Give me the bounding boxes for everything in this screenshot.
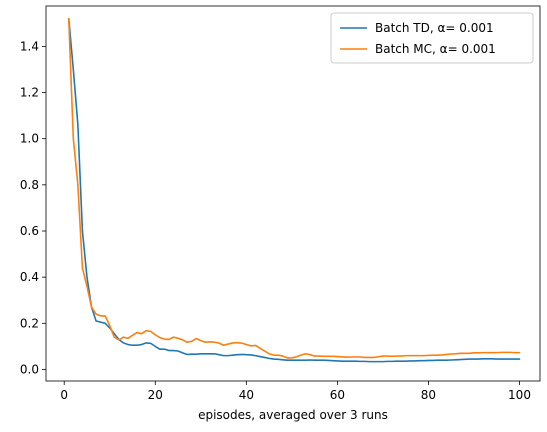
y-tick-label: 1.0 bbox=[20, 132, 39, 146]
y-tick-label: 0.6 bbox=[20, 224, 39, 238]
legend-entry-0: Batch TD, α= 0.001 bbox=[375, 21, 494, 35]
x-tick-label: 20 bbox=[148, 388, 163, 402]
x-tick-label: 0 bbox=[60, 388, 68, 402]
series-layer bbox=[69, 19, 520, 362]
legend-entry-1: Batch MC, α= 0.001 bbox=[375, 42, 496, 56]
y-tick-label: 0.4 bbox=[20, 270, 39, 284]
series-line-0 bbox=[69, 19, 520, 362]
y-axis-ticks: 0.0 0.2 0.4 0.6 0.8 1.0 1.2 1.4 bbox=[20, 39, 46, 376]
y-tick-label: 0.0 bbox=[20, 362, 39, 376]
x-tick-label: 60 bbox=[330, 388, 345, 402]
y-tick-label: 0.2 bbox=[20, 316, 39, 330]
y-tick-label: 1.4 bbox=[20, 39, 39, 53]
x-axis-label: episodes, averaged over 3 runs bbox=[198, 408, 388, 422]
x-tick-label: 100 bbox=[508, 388, 531, 402]
x-axis-ticks: 0 20 40 60 80 100 bbox=[60, 381, 531, 402]
legend: Batch TD, α= 0.001 Batch MC, α= 0.001 bbox=[331, 13, 533, 63]
x-tick-label: 40 bbox=[239, 388, 254, 402]
series-line-1 bbox=[69, 19, 520, 358]
y-tick-label: 0.8 bbox=[20, 178, 39, 192]
y-tick-label: 1.2 bbox=[20, 86, 39, 100]
x-tick-label: 80 bbox=[421, 388, 436, 402]
